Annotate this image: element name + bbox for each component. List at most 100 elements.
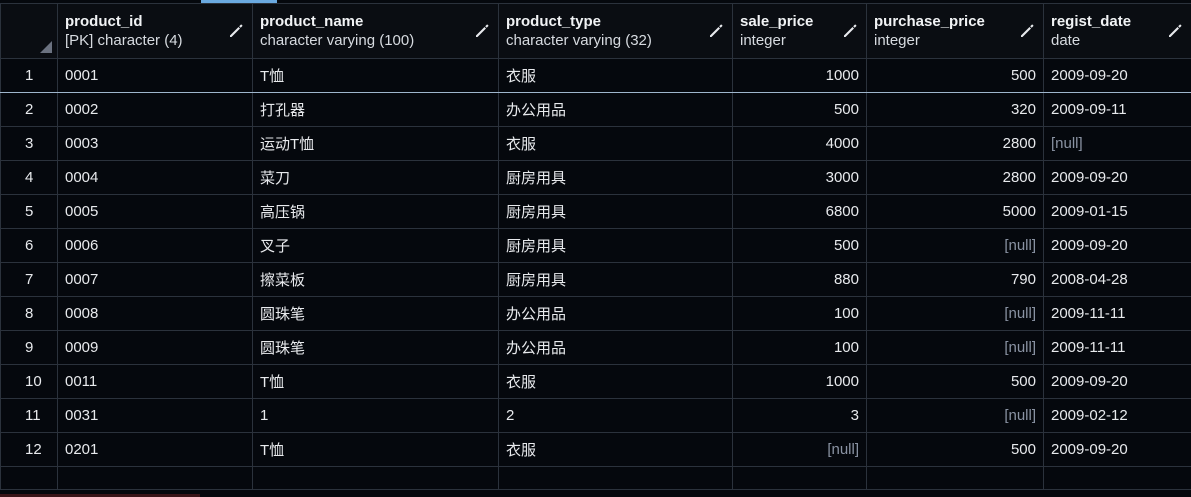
row-number[interactable]: 2	[0, 92, 58, 127]
pencil-icon[interactable]	[228, 23, 244, 39]
cell-product-name[interactable]: 擦菜板	[252, 262, 499, 297]
table-row[interactable]: 7 0007 擦菜板 厨房用具 880 790 2008-04-28	[0, 262, 1191, 297]
cell-product-id[interactable]: 0011	[57, 364, 253, 399]
select-all-corner[interactable]	[0, 3, 58, 59]
pencil-icon[interactable]	[1019, 23, 1035, 39]
cell-product-name[interactable]: 叉子	[252, 228, 499, 263]
pencil-icon[interactable]	[708, 23, 724, 39]
table-row[interactable]: 6 0006 叉子 厨房用具 500 [null] 2009-09-20	[0, 228, 1191, 263]
row-number[interactable]: 6	[0, 228, 58, 263]
cell-sale-price[interactable]: 1000	[732, 364, 867, 399]
cell-product-name[interactable]: 菜刀	[252, 160, 499, 195]
column-header-sale-price[interactable]: sale_price integer	[732, 3, 867, 59]
cell-product-type[interactable]: 厨房用具	[498, 160, 733, 195]
cell-regist-date[interactable]: 2009-09-11	[1043, 92, 1191, 127]
table-row[interactable]: 3 0003 运动T恤 衣服 4000 2800 [null]	[0, 126, 1191, 161]
cell-product-name[interactable]: T恤	[252, 432, 499, 467]
table-row[interactable]: 4 0004 菜刀 厨房用具 3000 2800 2009-09-20	[0, 160, 1191, 195]
cell-sale-price[interactable]: 3000	[732, 160, 867, 195]
column-header-product-id[interactable]: product_id [PK] character (4)	[57, 3, 253, 59]
cell-purchase-price[interactable]: 500	[866, 432, 1044, 467]
cell-product-id[interactable]: 0003	[57, 126, 253, 161]
cell-purchase-price[interactable]: 500	[866, 58, 1044, 93]
cell-product-type[interactable]: 衣服	[498, 58, 733, 93]
cell-product-type[interactable]: 厨房用具	[498, 228, 733, 263]
cell-product-name[interactable]: 运动T恤	[252, 126, 499, 161]
cell-purchase-price[interactable]: 2800	[866, 126, 1044, 161]
cell-purchase-price[interactable]: 320	[866, 92, 1044, 127]
cell-sale-price[interactable]: 4000	[732, 126, 867, 161]
cell-purchase-price[interactable]: [null]	[866, 330, 1044, 365]
cell-product-id[interactable]: 0002	[57, 92, 253, 127]
cell-purchase-price[interactable]: 2800	[866, 160, 1044, 195]
cell-purchase-price[interactable]: [null]	[866, 228, 1044, 263]
cell-product-id[interactable]: 0006	[57, 228, 253, 263]
row-number[interactable]: 4	[0, 160, 58, 195]
table-row[interactable]: 2 0002 打孔器 办公用品 500 320 2009-09-11	[0, 92, 1191, 127]
cell-regist-date[interactable]: 2009-09-20	[1043, 432, 1191, 467]
pencil-icon[interactable]	[474, 23, 490, 39]
cell-sale-price[interactable]: 1000	[732, 58, 867, 93]
cell-product-type[interactable]: 衣服	[498, 364, 733, 399]
cell-regist-date[interactable]: 2009-11-11	[1043, 330, 1191, 365]
cell-product-name[interactable]: T恤	[252, 364, 499, 399]
table-row[interactable]: 11 0031 1 2 3 [null] 2009-02-12	[0, 398, 1191, 433]
cell-product-id[interactable]: 0001	[57, 58, 253, 93]
cell-regist-date[interactable]: [null]	[1043, 126, 1191, 161]
cell-product-id[interactable]: 0031	[57, 398, 253, 433]
column-header-product-name[interactable]: product_name character varying (100)	[252, 3, 499, 59]
table-row[interactable]: 1 0001 T恤 衣服 1000 500 2009-09-20	[0, 58, 1191, 93]
cell-product-name[interactable]: 圆珠笔	[252, 330, 499, 365]
cell-regist-date[interactable]: 2009-02-12	[1043, 398, 1191, 433]
cell-purchase-price[interactable]: [null]	[866, 398, 1044, 433]
cell-product-type[interactable]: 衣服	[498, 126, 733, 161]
table-row[interactable]: 8 0008 圆珠笔 办公用品 100 [null] 2009-11-11	[0, 296, 1191, 331]
row-number[interactable]: 9	[0, 330, 58, 365]
cell-regist-date[interactable]: 2009-09-20	[1043, 228, 1191, 263]
row-number[interactable]: 10	[0, 364, 58, 399]
row-number[interactable]: 1	[0, 58, 58, 93]
cell-regist-date[interactable]: 2008-04-28	[1043, 262, 1191, 297]
cell-product-id[interactable]: 0009	[57, 330, 253, 365]
column-header-regist-date[interactable]: regist_date date	[1043, 3, 1191, 59]
cell-product-name[interactable]: 高压锅	[252, 194, 499, 229]
cell-sale-price[interactable]: 880	[732, 262, 867, 297]
cell-product-name[interactable]: 打孔器	[252, 92, 499, 127]
cell-product-id[interactable]: 0201	[57, 432, 253, 467]
cell-purchase-price[interactable]: 5000	[866, 194, 1044, 229]
column-header-purchase-price[interactable]: purchase_price integer	[866, 3, 1044, 59]
cell-product-type[interactable]: 办公用品	[498, 296, 733, 331]
cell-product-id[interactable]: 0008	[57, 296, 253, 331]
cell-sale-price[interactable]: 500	[732, 228, 867, 263]
cell-product-type[interactable]: 厨房用具	[498, 194, 733, 229]
table-row[interactable]: 10 0011 T恤 衣服 1000 500 2009-09-20	[0, 364, 1191, 399]
cell-purchase-price[interactable]: 790	[866, 262, 1044, 297]
table-row[interactable]: 12 0201 T恤 衣服 [null] 500 2009-09-20	[0, 432, 1191, 467]
cell-sale-price[interactable]: [null]	[732, 432, 867, 467]
cell-regist-date[interactable]: 2009-11-11	[1043, 296, 1191, 331]
cell-product-type[interactable]: 衣服	[498, 432, 733, 467]
cell-regist-date[interactable]: 2009-01-15	[1043, 194, 1191, 229]
column-header-product-type[interactable]: product_type character varying (32)	[498, 3, 733, 59]
table-row[interactable]: 5 0005 高压锅 厨房用具 6800 5000 2009-01-15	[0, 194, 1191, 229]
cell-sale-price[interactable]: 6800	[732, 194, 867, 229]
cell-product-name[interactable]: 1	[252, 398, 499, 433]
cell-sale-price[interactable]: 100	[732, 330, 867, 365]
cell-product-id[interactable]: 0005	[57, 194, 253, 229]
cell-regist-date[interactable]: 2009-09-20	[1043, 364, 1191, 399]
cell-regist-date[interactable]: 2009-09-20	[1043, 160, 1191, 195]
row-number[interactable]: 7	[0, 262, 58, 297]
cell-product-name[interactable]: T恤	[252, 58, 499, 93]
cell-sale-price[interactable]: 100	[732, 296, 867, 331]
table-row[interactable]: 9 0009 圆珠笔 办公用品 100 [null] 2009-11-11	[0, 330, 1191, 365]
cell-product-name[interactable]: 圆珠笔	[252, 296, 499, 331]
cell-sale-price[interactable]: 3	[732, 398, 867, 433]
cell-purchase-price[interactable]: [null]	[866, 296, 1044, 331]
cell-purchase-price[interactable]: 500	[866, 364, 1044, 399]
cell-product-type[interactable]: 办公用品	[498, 92, 733, 127]
row-number[interactable]: 5	[0, 194, 58, 229]
cell-product-id[interactable]: 0007	[57, 262, 253, 297]
row-number[interactable]: 12	[0, 432, 58, 467]
cell-product-type[interactable]: 办公用品	[498, 330, 733, 365]
row-number[interactable]: 11	[0, 398, 58, 433]
